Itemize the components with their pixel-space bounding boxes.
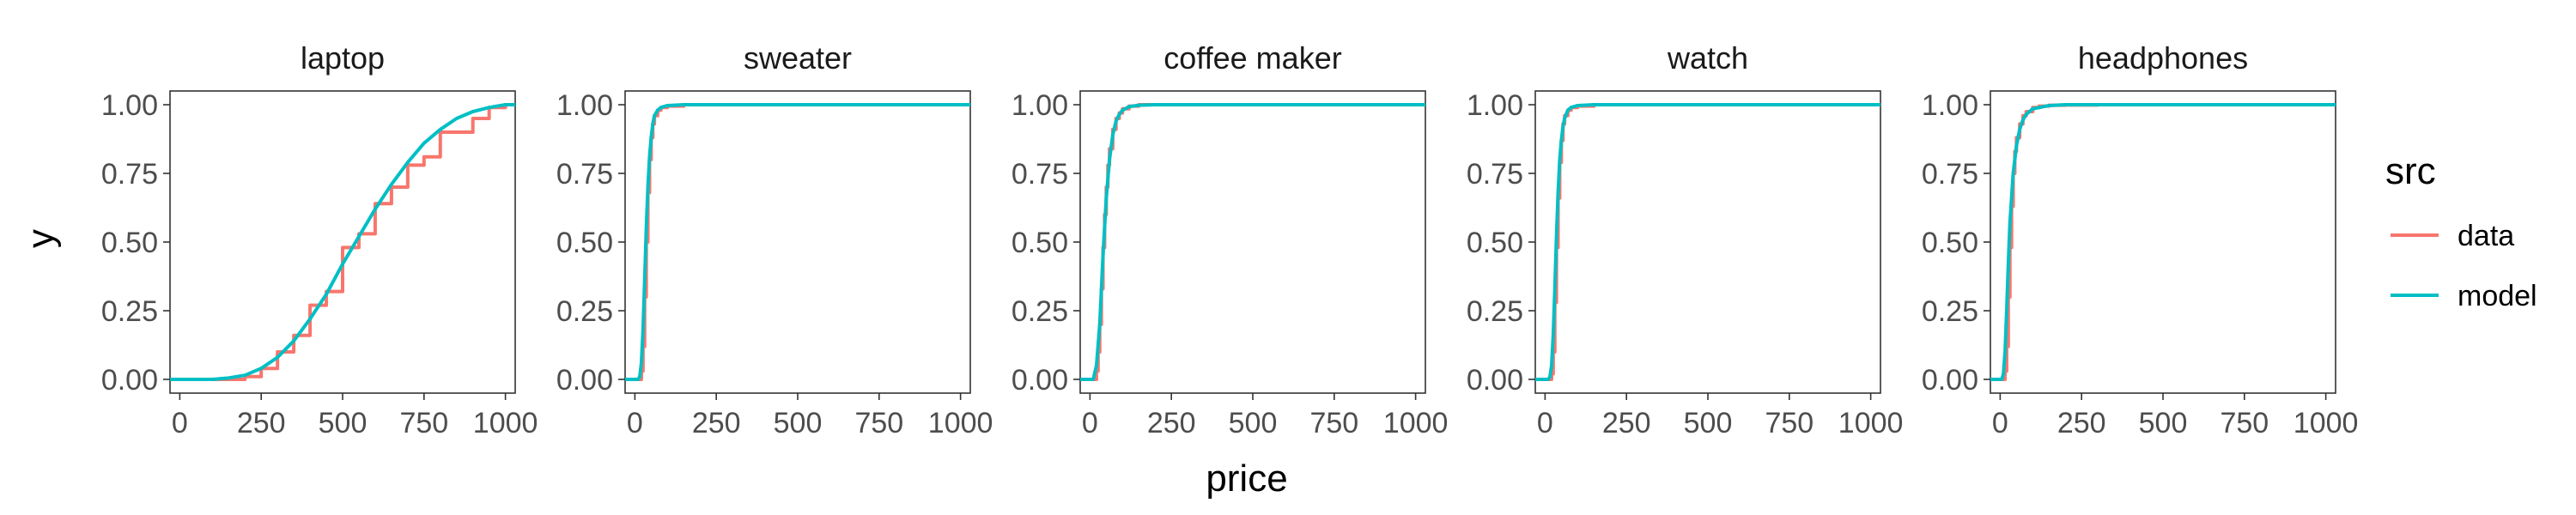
- facet-title-laptop: laptop: [301, 40, 385, 76]
- series-line-model-sweater: [625, 103, 970, 381]
- x-tick-label: 500: [1684, 407, 1733, 439]
- y-tick-label: 1.00: [1467, 89, 1523, 122]
- x-tick-label: 750: [1309, 407, 1358, 439]
- y-tick-label: 1.00: [101, 89, 158, 122]
- legend: src data model: [2385, 150, 2537, 312]
- y-tick-label: 0.75: [1467, 158, 1523, 191]
- y-tick-label: 0.00: [1922, 364, 1978, 397]
- panel-border-headphones: [1990, 90, 2336, 394]
- x-tick-label: 1000: [928, 407, 993, 439]
- y-tick-label: 0.25: [1922, 295, 1978, 328]
- facet-title-coffee-maker: coffee maker: [1163, 40, 1341, 76]
- x-tick-label: 250: [692, 407, 741, 439]
- y-tick-label: 0.00: [1467, 364, 1523, 397]
- y-tick-label: 0.75: [101, 158, 158, 191]
- x-tick-label: 0: [172, 407, 188, 439]
- x-tick-label: 750: [2220, 407, 2269, 439]
- y-tick-label: 0.50: [101, 227, 158, 259]
- facets-group: laptop 0.00 0.25 0.50 0.75 1.00 0 250 500 750 1000…: [101, 40, 2359, 439]
- y-tick-label: 0.00: [1012, 364, 1068, 397]
- facet-title-sweater: sweater: [744, 40, 852, 76]
- facet-sweater: sweater 0.00 0.25 0.50 0.75 1.00 0 250 500 750 100…: [556, 40, 993, 439]
- y-tick-label: 0.25: [556, 295, 613, 328]
- x-tick-label: 250: [2057, 407, 2106, 439]
- facet-title-watch: watch: [1667, 40, 1748, 76]
- y-axis-title: y: [20, 229, 62, 248]
- x-tick-label: 750: [399, 407, 448, 439]
- y-tick-label: 1.00: [1922, 89, 1978, 122]
- series-line-model-watch: [1535, 103, 1880, 381]
- legend-title: src: [2385, 150, 2436, 192]
- x-axis-title: price: [1206, 457, 1287, 500]
- x-tick-label: 500: [774, 407, 823, 439]
- x-tick-label: 500: [1229, 407, 1278, 439]
- series-line-model-coffee-maker: [1080, 103, 1425, 381]
- y-tick-label: 0.00: [556, 364, 613, 397]
- facet-title-headphones: headphones: [2078, 40, 2248, 76]
- y-tick-label: 0.50: [1467, 227, 1523, 259]
- panel-border-coffee-maker: [1079, 90, 1426, 394]
- x-tick-label: 500: [2139, 407, 2188, 439]
- legend-label-data: data: [2458, 220, 2514, 252]
- facet-headphones: headphones 0.00 0.25 0.50 0.75 1.00 0 250 500 750…: [1922, 40, 2359, 439]
- y-tick-label: 0.75: [1012, 158, 1068, 191]
- y-tick-label: 1.00: [1012, 89, 1068, 122]
- x-tick-label: 0: [627, 407, 643, 439]
- panel-border-sweater: [624, 90, 971, 394]
- legend-label-model: model: [2458, 280, 2537, 312]
- y-tick-label: 0.75: [556, 158, 613, 191]
- x-tick-label: 0: [1992, 407, 2008, 439]
- y-tick-label: 0.75: [1922, 158, 1978, 191]
- y-tick-label: 0.50: [556, 227, 613, 259]
- y-tick-label: 0.50: [1012, 227, 1068, 259]
- panel-border-laptop: [169, 90, 516, 394]
- x-tick-label: 1000: [1383, 407, 1449, 439]
- x-tick-label: 250: [237, 407, 286, 439]
- x-tick-label: 750: [1765, 407, 1814, 439]
- x-tick-label: 1000: [1838, 407, 1904, 439]
- y-tick-label: 0.25: [1012, 295, 1068, 328]
- facet-watch: watch 0.00 0.25 0.50 0.75 1.00 0 250 500 750 1000: [1467, 40, 1904, 439]
- x-tick-label: 0: [1537, 407, 1553, 439]
- x-tick-label: 500: [319, 407, 368, 439]
- series-line-model-laptop: [170, 103, 515, 381]
- x-tick-label: 0: [1082, 407, 1098, 439]
- y-tick-label: 1.00: [556, 89, 613, 122]
- y-tick-label: 0.00: [101, 364, 158, 397]
- y-tick-label: 0.50: [1922, 227, 1978, 259]
- facet-laptop: laptop 0.00 0.25 0.50 0.75 1.00 0 250 500 750 1000: [101, 40, 538, 439]
- y-tick-label: 0.25: [1467, 295, 1523, 328]
- panel-border-watch: [1534, 90, 1881, 394]
- x-tick-label: 1000: [2293, 407, 2359, 439]
- x-tick-label: 750: [854, 407, 903, 439]
- x-tick-label: 250: [1602, 407, 1651, 439]
- facet-coffee-maker: coffee maker 0.00 0.25 0.50 0.75 1.00 0 250 500 7…: [1012, 40, 1449, 439]
- x-tick-label: 250: [1147, 407, 1196, 439]
- y-tick-label: 0.25: [101, 295, 158, 328]
- series-line-model-headphones: [1990, 103, 2336, 381]
- x-tick-label: 1000: [473, 407, 538, 439]
